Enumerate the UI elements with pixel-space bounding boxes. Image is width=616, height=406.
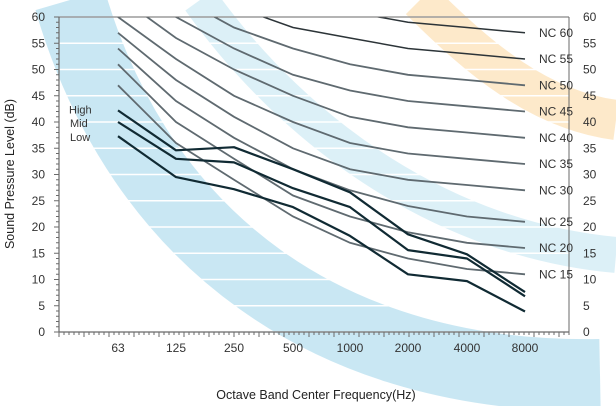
measured-series [117,109,526,313]
y-tick-label-right: 5 [583,299,590,313]
y-tick-label-right: 50 [583,63,597,77]
y-tick-label: 10 [32,273,46,287]
x-tick-label: 2000 [395,341,422,355]
y-tick-label: 15 [32,246,46,260]
nc-curve-label: NC 40 [539,131,573,145]
y-tick-label: 5 [38,299,45,313]
y-tick-label: 45 [32,89,46,103]
y-tick-label: 25 [32,194,46,208]
x-tick-label: 8000 [512,341,539,355]
nc-curve-line [117,32,526,192]
x-tick-label: 250 [224,341,244,355]
y-tick-label: 55 [32,36,46,50]
nc-curve-label: NC 60 [539,26,573,40]
nc-curve-line [374,17,526,34]
y-tick-label: 40 [32,115,46,129]
y-tick-labels-right: 0 5 10 15 20 25 30 35 40 45 50 55 60 [583,10,597,339]
y-tick-label-right: 35 [583,141,597,155]
nc-curve-label: NC 20 [539,241,573,255]
y-tick-label: 60 [32,10,46,24]
x-tick-label: 63 [111,341,125,355]
y-tick-label: 50 [32,63,46,77]
series-label: High [69,104,92,116]
nc-curve-label: NC 15 [539,267,573,281]
y-tick-label-right: 55 [583,36,597,50]
series-line [117,121,526,298]
y-axis-title: Sound Pressure Level (dB) [3,99,17,249]
y-tick-label-right: 10 [583,273,597,287]
orange-band [405,0,616,140]
y-tick-label-right: 0 [583,325,590,339]
nc-curves [117,17,526,276]
x-axis-title: Octave Band Center Frequency(Hz) [216,388,415,402]
y-tick-label-right: 40 [583,115,597,129]
y-tick-label: 0 [38,325,45,339]
nc-curve-line [117,17,526,165]
y-tick-label-right: 30 [583,168,597,182]
x-tick-label: 4000 [454,341,481,355]
x-tick-label: 125 [166,341,186,355]
nc-curve-line [212,17,526,87]
y-tick-label: 30 [32,168,46,182]
nc-curve-label: NC 50 [539,78,573,92]
series-line [117,109,526,294]
nc-curve-label: NC 55 [539,52,573,66]
y-tick-label-right: 45 [583,89,597,103]
nc-curve-label: NC 30 [539,183,573,197]
blue-band [35,0,601,406]
y-tick-label-right: 20 [583,220,597,234]
series-labels: High Mid Low [69,104,92,144]
y-tick-label-right: 15 [583,246,597,260]
nc-curve-line [145,17,526,139]
nc-curve-labels: NC 15 NC 20 NC 25 NC 30 NC 35 NC 40 NC 45 NC 50… [539,26,573,282]
nc-curve-line [261,17,526,60]
series-label: Mid [70,118,88,130]
series-line [117,135,526,313]
nc-curve-label: NC 25 [539,215,573,229]
y-tick-labels-left: 0 5 10 15 20 25 30 35 40 45 50 55 60 [32,10,46,339]
x-tick-labels: 63 125 250 500 1000 2000 4000 8000 [111,341,538,355]
nc-curve-line [117,63,526,249]
series-label: Low [70,132,90,144]
y-tick-label: 20 [32,220,46,234]
nc-curve-label: NC 35 [539,157,573,171]
axes [54,16,570,337]
nc-curve-line [174,17,526,113]
y-tick-label-right: 25 [583,194,597,208]
x-tick-label: 500 [283,341,303,355]
nc-curve-label: NC 45 [539,105,573,119]
y-tick-label-right: 60 [583,10,597,24]
y-tick-label: 35 [32,141,46,155]
x-tick-label: 1000 [337,341,364,355]
grid [59,16,569,333]
